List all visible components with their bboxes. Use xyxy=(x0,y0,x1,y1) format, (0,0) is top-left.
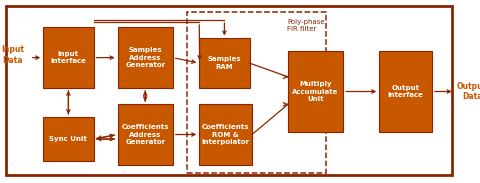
Text: Poly-phase
FIR filter: Poly-phase FIR filter xyxy=(288,19,325,32)
Text: Output
Interface: Output Interface xyxy=(388,85,423,98)
Text: Coefficients
ROM &
Interpolator: Coefficients ROM & Interpolator xyxy=(202,124,250,145)
Bar xyxy=(43,117,94,161)
Bar xyxy=(199,104,252,165)
Bar xyxy=(288,51,343,132)
Text: Multiply
Accumulate
Unit: Multiply Accumulate Unit xyxy=(292,81,339,102)
Text: Samples
RAM: Samples RAM xyxy=(207,56,241,70)
Text: Output
Data: Output Data xyxy=(457,82,480,101)
Bar xyxy=(187,12,326,173)
Bar xyxy=(118,104,173,165)
Text: Input
Interface: Input Interface xyxy=(50,51,86,64)
Bar xyxy=(379,51,432,132)
Bar xyxy=(43,27,94,88)
Text: Input
Data: Input Data xyxy=(1,45,24,65)
Text: Coefficients
Address
Generator: Coefficients Address Generator xyxy=(121,124,169,145)
Bar xyxy=(199,38,250,88)
Bar xyxy=(118,27,173,88)
Text: Sync Unit: Sync Unit xyxy=(49,136,87,142)
Text: Samples
Address
Generator: Samples Address Generator xyxy=(125,47,165,68)
